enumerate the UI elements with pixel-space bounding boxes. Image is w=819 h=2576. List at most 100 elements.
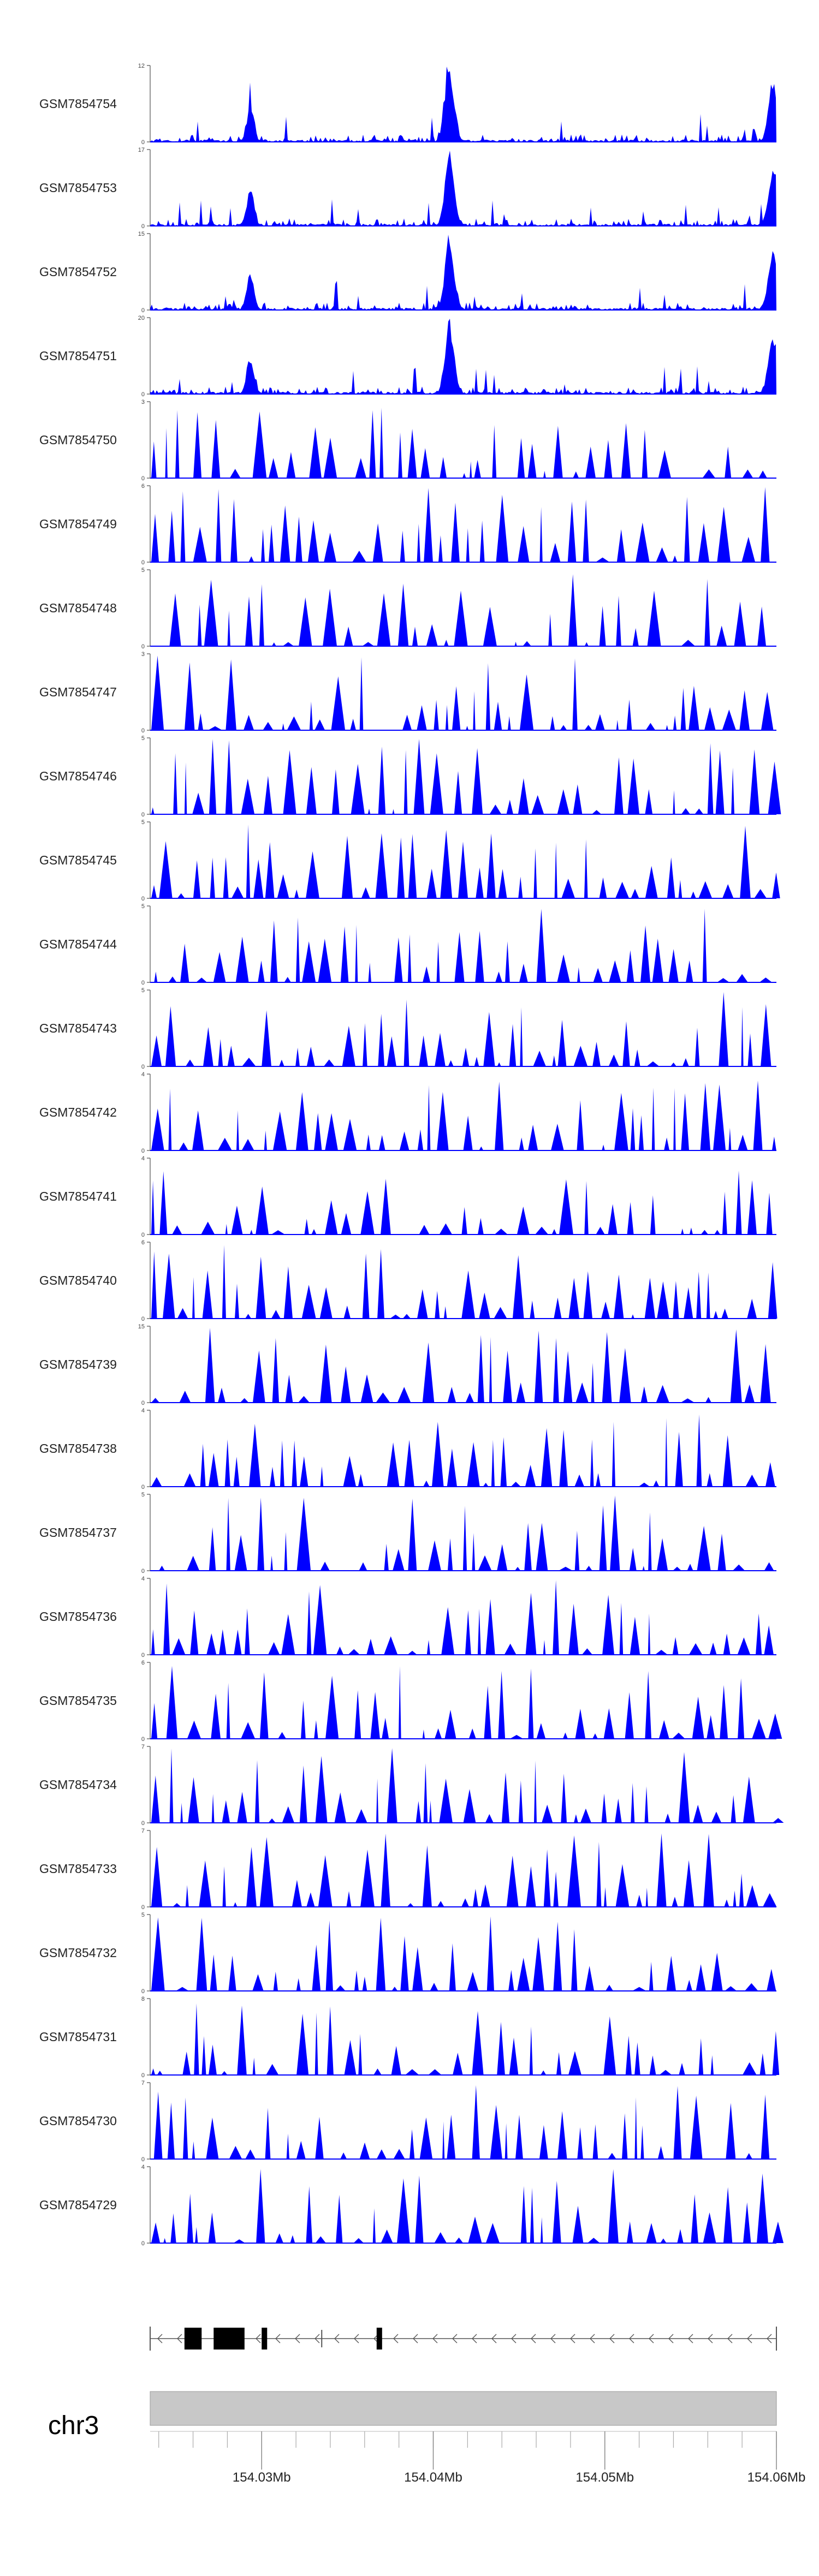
- y-max-label: 5: [141, 735, 145, 742]
- y-min-label: 0: [141, 896, 145, 902]
- coverage-area: [150, 1748, 784, 1823]
- y-max-label: 4: [141, 2164, 145, 2170]
- y-min-label: 0: [141, 1400, 145, 1406]
- y-max-label: 5: [141, 819, 145, 826]
- exon-block: [262, 2328, 268, 2350]
- coverage-area: [150, 1170, 776, 1235]
- coverage-area: [150, 2003, 780, 2075]
- track-GSM7854752: GSM7854752 15 0: [39, 231, 776, 314]
- y-min-label: 0: [141, 1988, 145, 1995]
- track-label: GSM7854750: [39, 433, 117, 447]
- chromosome-label: chr3: [48, 2411, 99, 2440]
- track-label: GSM7854738: [39, 1441, 117, 1456]
- track-GSM7854729: GSM7854729 4 0: [39, 2164, 784, 2247]
- y-min-label: 0: [141, 728, 145, 734]
- y-max-label: 4: [141, 1576, 145, 1582]
- track-GSM7854754: GSM7854754 12 0: [39, 63, 776, 146]
- track-GSM7854735: GSM7854735 6 0: [39, 1660, 782, 1743]
- y-min-label: 0: [141, 559, 145, 566]
- y-min-label: 0: [141, 307, 145, 314]
- track-GSM7854738: GSM7854738 4 0: [39, 1408, 776, 1490]
- y-min-label: 0: [141, 1568, 145, 1575]
- strand-arrow: [708, 2334, 713, 2344]
- track-label: GSM7854741: [39, 1189, 117, 1203]
- strand-arrow: [393, 2334, 399, 2344]
- strand-arrow: [432, 2334, 438, 2344]
- y-min-label: 0: [141, 475, 145, 482]
- y-max-label: 5: [141, 903, 145, 910]
- y-min-label: 0: [141, 223, 145, 230]
- track-label: GSM7854743: [39, 1021, 117, 1035]
- track-label: GSM7854729: [39, 2198, 117, 2212]
- y-min-label: 0: [141, 1652, 145, 1659]
- strand-arrow: [472, 2334, 477, 2344]
- track-label: GSM7854730: [39, 2114, 117, 2128]
- track-GSM7854748: GSM7854748 5 0: [39, 567, 776, 650]
- y-min-label: 0: [141, 2240, 145, 2247]
- track-label: GSM7854733: [39, 1862, 117, 1876]
- exon-block: [184, 2328, 202, 2350]
- y-min-label: 0: [141, 391, 145, 398]
- y-min-label: 0: [141, 1484, 145, 1490]
- track-label: GSM7854751: [39, 349, 117, 363]
- strand-arrow: [334, 2334, 340, 2344]
- y-max-label: 3: [141, 399, 145, 406]
- y-min-label: 0: [141, 1148, 145, 1154]
- coverage-area: [150, 1328, 776, 1403]
- track-GSM7854750: GSM7854750 3 0: [39, 399, 776, 482]
- track-label: GSM7854732: [39, 1946, 117, 1960]
- track-label: GSM7854737: [39, 1525, 117, 1540]
- strand-arrow: [649, 2334, 654, 2344]
- coverage-area: [150, 1414, 776, 1487]
- y-min-label: 0: [141, 1064, 145, 1070]
- track-GSM7854730: GSM7854730 7 0: [39, 2080, 776, 2163]
- track-GSM7854731: GSM7854731 8 0: [39, 1996, 780, 2079]
- track-label: GSM7854736: [39, 1609, 117, 1624]
- y-max-label: 4: [141, 1071, 145, 1078]
- strand-arrow: [727, 2334, 733, 2344]
- strand-arrow: [767, 2334, 772, 2344]
- track-GSM7854751: GSM7854751 20 0: [39, 315, 776, 398]
- track-GSM7854733: GSM7854733 7 0: [39, 1828, 777, 1911]
- track-GSM7854732: GSM7854732 5 0: [39, 1912, 776, 1995]
- y-max-label: 6: [141, 1239, 145, 1246]
- axis-tick-label: 154.04Mb: [404, 2470, 462, 2485]
- coverage-area: [150, 1580, 776, 1655]
- track-GSM7854747: GSM7854747 3 0: [39, 651, 776, 734]
- track-label: GSM7854745: [39, 853, 117, 867]
- coverage-area: [150, 235, 776, 310]
- strand-arrow: [256, 2334, 261, 2344]
- strand-arrow: [452, 2334, 458, 2344]
- track-label: GSM7854747: [39, 685, 117, 699]
- y-max-label: 5: [141, 567, 145, 574]
- strand-arrow: [590, 2334, 595, 2344]
- coverage-area: [150, 739, 781, 814]
- strand-arrow: [629, 2334, 634, 2344]
- genome-axis: 154.03Mb 154.04Mb 154.05Mb 154.06Mb: [150, 2431, 805, 2485]
- strand-arrow: [295, 2334, 300, 2344]
- y-min-label: 0: [141, 643, 145, 650]
- exon-block: [213, 2328, 245, 2350]
- strand-arrow: [511, 2334, 517, 2344]
- y-min-label: 0: [141, 139, 145, 146]
- coverage-area: [150, 1666, 782, 1739]
- axis-tick-label: 154.06Mb: [747, 2470, 806, 2485]
- coverage-area: [150, 1833, 777, 1907]
- track-label: GSM7854752: [39, 265, 117, 279]
- strand-arrow: [491, 2334, 497, 2344]
- y-max-label: 3: [141, 651, 145, 658]
- strand-arrow: [314, 2334, 320, 2344]
- track-GSM7854753: GSM7854753 17 0: [39, 147, 776, 230]
- y-max-label: 7: [141, 2080, 145, 2086]
- y-max-label: 6: [141, 483, 145, 490]
- chromosome-band: [150, 2391, 777, 2426]
- strand-arrow: [668, 2334, 674, 2344]
- axis-tick-label: 154.03Mb: [233, 2470, 291, 2485]
- track-GSM7854742: GSM7854742 4 0: [39, 1071, 776, 1154]
- track-GSM7854736: GSM7854736 4 0: [39, 1576, 776, 1659]
- strand-arrow: [413, 2334, 418, 2344]
- coverage-area: [150, 992, 776, 1066]
- exon-block: [376, 2328, 382, 2350]
- y-min-label: 0: [141, 980, 145, 986]
